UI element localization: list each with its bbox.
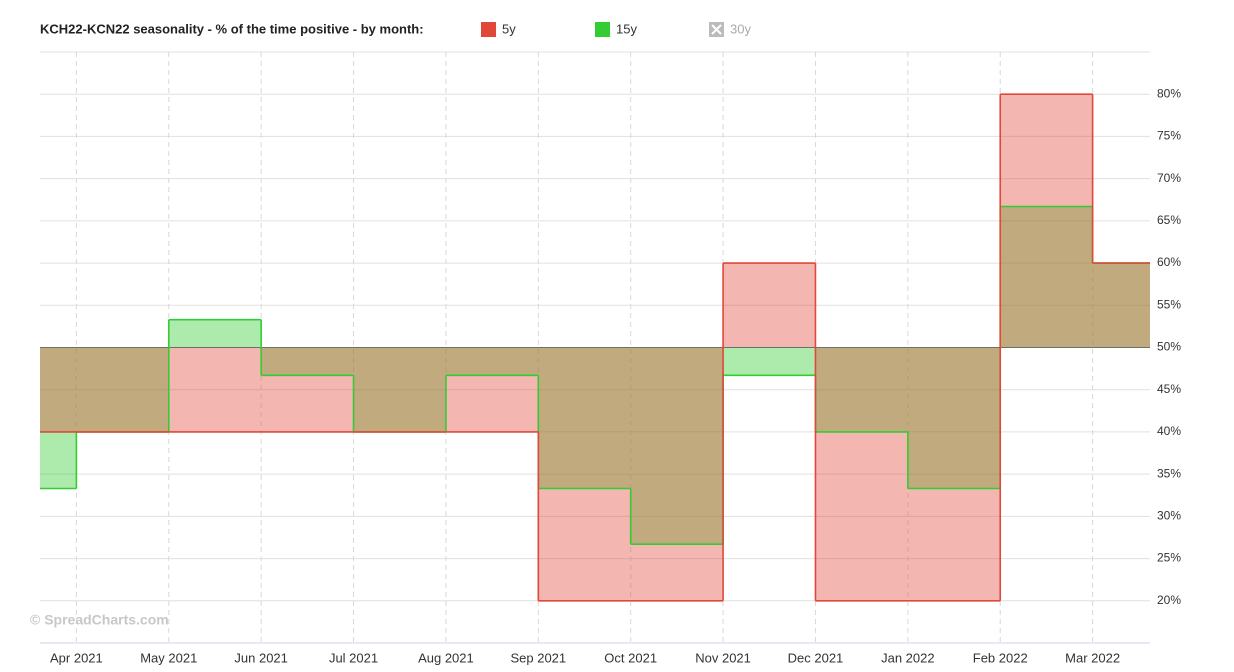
y-tick-label: 60% <box>1157 255 1181 269</box>
legend-swatch <box>595 22 610 37</box>
area-segment <box>168 347 262 432</box>
x-tick-label: Nov 2021 <box>695 650 751 665</box>
area-segment <box>353 347 446 432</box>
legend-label: 15y <box>616 21 637 36</box>
x-tick-label: Oct 2021 <box>604 650 657 665</box>
grid <box>40 51 1150 644</box>
y-tick-label: 75% <box>1157 129 1181 143</box>
area-segment <box>261 347 354 432</box>
area-segment <box>538 347 631 489</box>
y-tick-label: 30% <box>1157 509 1181 523</box>
area-segment <box>353 347 446 432</box>
area-segment <box>1092 263 1150 348</box>
area-segment <box>1000 206 1093 348</box>
area-segment <box>1000 94 1093 348</box>
watermark: © SpreadCharts.com <box>30 612 169 628</box>
y-tick-label: 65% <box>1157 213 1181 227</box>
x-tick-label: Jun 2021 <box>234 650 288 665</box>
x-tick-label: Apr 2021 <box>50 650 103 665</box>
legend-disabled-cross <box>711 24 722 35</box>
area-segment <box>168 319 262 348</box>
area-segment <box>630 347 724 545</box>
x-tick-label: May 2021 <box>140 650 197 665</box>
area-segment <box>723 263 816 348</box>
y-tick-label: 70% <box>1157 171 1181 185</box>
x-tick-label: Aug 2021 <box>418 650 474 665</box>
y-tick-label: 40% <box>1157 424 1181 438</box>
area-segment <box>445 347 539 376</box>
area-segment <box>445 347 539 432</box>
y-tick-label: 45% <box>1157 382 1181 396</box>
area-segment <box>261 347 354 376</box>
area-segment <box>815 347 908 601</box>
y-tick-label: 35% <box>1157 466 1181 480</box>
legend-label: 30y <box>730 21 751 36</box>
x-tick-label: Dec 2021 <box>788 650 844 665</box>
area-segment <box>907 347 1001 489</box>
area-segment <box>40 347 77 432</box>
chart-title: KCH22-KCN22 seasonality - % of the time … <box>40 21 424 36</box>
area-segment <box>538 347 631 601</box>
y-tick-label: 80% <box>1157 86 1181 100</box>
axes: 20% 25% 30% 35% 40% 45% 50% 55% 60% 65% 70% 75% 80% A… <box>50 86 1181 665</box>
plot-area <box>40 93 1150 602</box>
area-segment <box>1092 263 1150 348</box>
area-segment <box>907 347 1001 601</box>
x-tick-label: Mar 2022 <box>1065 650 1120 665</box>
area-segment <box>630 347 724 601</box>
area-segment <box>40 347 77 489</box>
x-tick-label: Jan 2022 <box>881 650 935 665</box>
y-tick-label: 55% <box>1157 297 1181 311</box>
area-segment <box>76 347 169 432</box>
y-tick-label: 20% <box>1157 593 1181 607</box>
legend: 5y 15y 30y <box>481 21 751 37</box>
x-tick-label: Jul 2021 <box>329 650 378 665</box>
legend-label: 5y <box>502 21 516 36</box>
legend-swatch <box>481 22 496 37</box>
x-tick-label: Sep 2021 <box>510 650 566 665</box>
area-segment <box>723 347 816 376</box>
area-segment <box>76 347 169 432</box>
y-tick-label: 50% <box>1157 340 1181 354</box>
area-segment <box>815 347 908 432</box>
y-tick-label: 25% <box>1157 551 1181 565</box>
x-tick-label: Feb 2022 <box>973 650 1028 665</box>
